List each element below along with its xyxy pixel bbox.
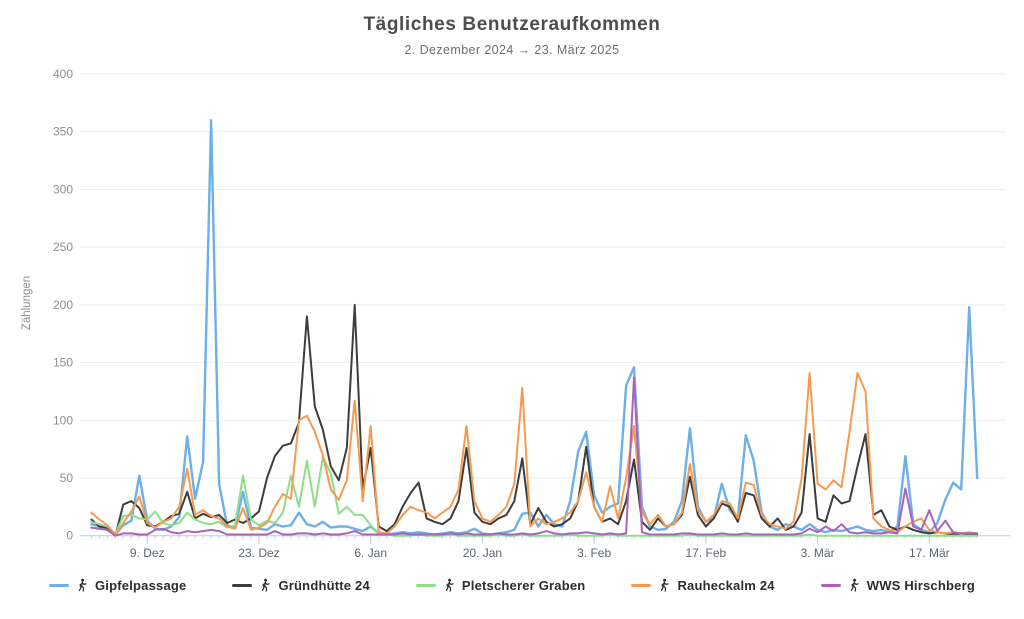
hiker-icon [76, 578, 88, 593]
y-axis-labels: 0 50 100 150 200 250 300 350 400 [53, 67, 73, 543]
series-line-rauheckalm-24[interactable] [90, 372, 979, 536]
x-tick-label: 17. Mär [909, 546, 950, 560]
legend-item-gipfelpassage[interactable]: Gipfelpassage [49, 578, 186, 593]
legend-color-dash [820, 584, 841, 587]
series-line-gipfelpassage[interactable] [90, 118, 979, 536]
series-line-gr-ndh-tte-24[interactable] [90, 303, 979, 537]
legend-label: Gipfelpassage [95, 578, 187, 593]
legend-label: Rauheckalm 24 [677, 578, 775, 593]
legend-label: Pletscherer Graben [461, 578, 586, 593]
legend-label: Gründhütte 24 [278, 578, 370, 593]
x-tick-label: 3. Mär [801, 546, 835, 560]
y-axis-title: Zählungen [21, 276, 33, 330]
legend-color-dash [232, 584, 253, 587]
y-tick-label-200: 200 [53, 298, 73, 312]
y-tick-label-250: 250 [53, 240, 73, 254]
chart-subtitle: 2. Dezember 2024 → 23. März 2025 [404, 43, 620, 57]
x-tick-label: 9. Dez [130, 546, 165, 560]
legend-color-dash [49, 584, 69, 587]
legend-item-rauheckalm-24[interactable]: Rauheckalm 24 [631, 578, 775, 593]
hiker-icon [443, 578, 455, 593]
y-tick-label-100: 100 [53, 413, 73, 427]
line-chart: 0 50 100 150 200 250 300 350 400 9. Dez 23. Dez 6. … [21, 67, 1010, 560]
hiker-icon [848, 578, 860, 593]
legend-item-gr-ndh-tte-24[interactable]: Gründhütte 24 [232, 578, 370, 593]
series-line-wws-hirschberg[interactable] [90, 376, 979, 537]
hiker-icon [259, 578, 271, 593]
y-tick-label-50: 50 [60, 471, 74, 485]
x-tick-label: 23. Dez [238, 546, 279, 560]
chart-legend: Gipfelpassage Gründhütte 24 [0, 578, 1024, 593]
legend-label: WWS Hirschberg [866, 578, 975, 593]
y-tick-label-300: 300 [53, 182, 73, 196]
legend-color-dash [415, 584, 436, 587]
y-tick-label-350: 350 [53, 125, 73, 139]
series-line-pletscherer-graben[interactable] [90, 456, 979, 537]
legend-item-pletscherer-graben[interactable]: Pletscherer Graben [415, 578, 586, 593]
y-tick-label-0: 0 [66, 529, 73, 543]
x-tick-label: 6. Jan [354, 546, 387, 560]
x-tick-label: 20. Jan [463, 546, 502, 560]
x-tick-label: 17. Feb [686, 546, 727, 560]
y-tick-label-400: 400 [53, 67, 73, 81]
hiker-icon [658, 578, 670, 593]
y-tick-label-150: 150 [53, 356, 73, 370]
legend-color-dash [631, 584, 652, 587]
x-axis-ticks [90, 535, 978, 544]
page-title: Tägliches Benutzeraufkommen [363, 14, 661, 35]
chart-header: Tägliches Benutzeraufkommen 2. Dezember … [0, 14, 1024, 57]
x-axis-labels: 9. Dez 23. Dez 6. Jan 20. Jan 3. Feb 17. Feb 3… [130, 546, 950, 560]
legend-item-wws-hirschberg[interactable]: WWS Hirschberg [820, 578, 975, 593]
x-tick-label: 3. Feb [577, 546, 611, 560]
